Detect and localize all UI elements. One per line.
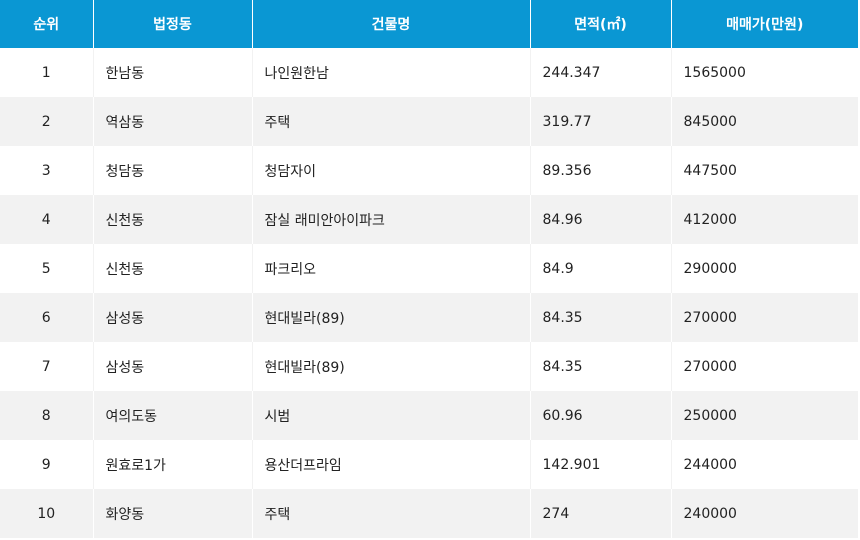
cell-area: 142.901 [529,440,672,489]
table-row: 3 청담동 청담자이 89.356 447500 [0,146,858,195]
cell-building: 주택 [251,489,531,538]
cell-rank: 5 [0,244,94,293]
cell-dong: 화양동 [92,489,253,538]
cell-building: 청담자이 [251,146,531,195]
table-row: 10 화양동 주택 274 240000 [0,489,858,538]
cell-dong: 신천동 [92,244,253,293]
column-header-dong: 법정동 [92,0,253,48]
cell-price: 290000 [670,244,858,293]
cell-building: 현대빌라(89) [251,342,531,391]
cell-price: 270000 [670,342,858,391]
cell-rank: 4 [0,195,94,244]
column-header-building: 건물명 [251,0,531,48]
table-row: 6 삼성동 현대빌라(89) 84.35 270000 [0,293,858,342]
table-row: 7 삼성동 현대빌라(89) 84.35 270000 [0,342,858,391]
cell-rank: 6 [0,293,94,342]
cell-rank: 1 [0,48,94,97]
cell-area: 274 [529,489,672,538]
cell-price: 240000 [670,489,858,538]
cell-price: 412000 [670,195,858,244]
cell-price: 845000 [670,97,858,146]
cell-dong: 신천동 [92,195,253,244]
cell-price: 250000 [670,391,858,440]
cell-rank: 2 [0,97,94,146]
cell-area: 244.347 [529,48,672,97]
table-row: 5 신천동 파크리오 84.9 290000 [0,244,858,293]
table-row: 8 여의도동 시범 60.96 250000 [0,391,858,440]
table-row: 2 역삼동 주택 319.77 845000 [0,97,858,146]
cell-area: 84.96 [529,195,672,244]
column-header-rank: 순위 [0,0,94,48]
cell-rank: 3 [0,146,94,195]
cell-area: 319.77 [529,97,672,146]
cell-building: 파크리오 [251,244,531,293]
column-header-area: 면적(㎡) [529,0,672,48]
cell-rank: 10 [0,489,94,538]
cell-area: 60.96 [529,391,672,440]
table-body: 1 한남동 나인원한남 244.347 1565000 2 역삼동 주택 319… [0,48,858,538]
cell-dong: 삼성동 [92,293,253,342]
cell-dong: 여의도동 [92,391,253,440]
cell-building: 시범 [251,391,531,440]
cell-area: 84.35 [529,293,672,342]
cell-price: 244000 [670,440,858,489]
cell-price: 270000 [670,293,858,342]
cell-area: 89.356 [529,146,672,195]
cell-price: 1565000 [670,48,858,97]
cell-building: 용산더프라임 [251,440,531,489]
column-header-price: 매매가(만원) [670,0,858,48]
cell-building: 잠실 래미안아이파크 [251,195,531,244]
cell-area: 84.9 [529,244,672,293]
cell-rank: 9 [0,440,94,489]
table-row: 4 신천동 잠실 래미안아이파크 84.96 412000 [0,195,858,244]
cell-dong: 원효로1가 [92,440,253,489]
cell-area: 84.35 [529,342,672,391]
cell-building: 주택 [251,97,531,146]
table-row: 1 한남동 나인원한남 244.347 1565000 [0,48,858,97]
cell-dong: 역삼동 [92,97,253,146]
cell-dong: 삼성동 [92,342,253,391]
cell-building: 현대빌라(89) [251,293,531,342]
cell-rank: 8 [0,391,94,440]
header-row: 순위 법정동 건물명 면적(㎡) 매매가(만원) [0,0,858,48]
cell-building: 나인원한남 [251,48,531,97]
table-header: 순위 법정동 건물명 면적(㎡) 매매가(만원) [0,0,858,48]
cell-dong: 한남동 [92,48,253,97]
cell-rank: 7 [0,342,94,391]
cell-price: 447500 [670,146,858,195]
table-row: 9 원효로1가 용산더프라임 142.901 244000 [0,440,858,489]
cell-dong: 청담동 [92,146,253,195]
